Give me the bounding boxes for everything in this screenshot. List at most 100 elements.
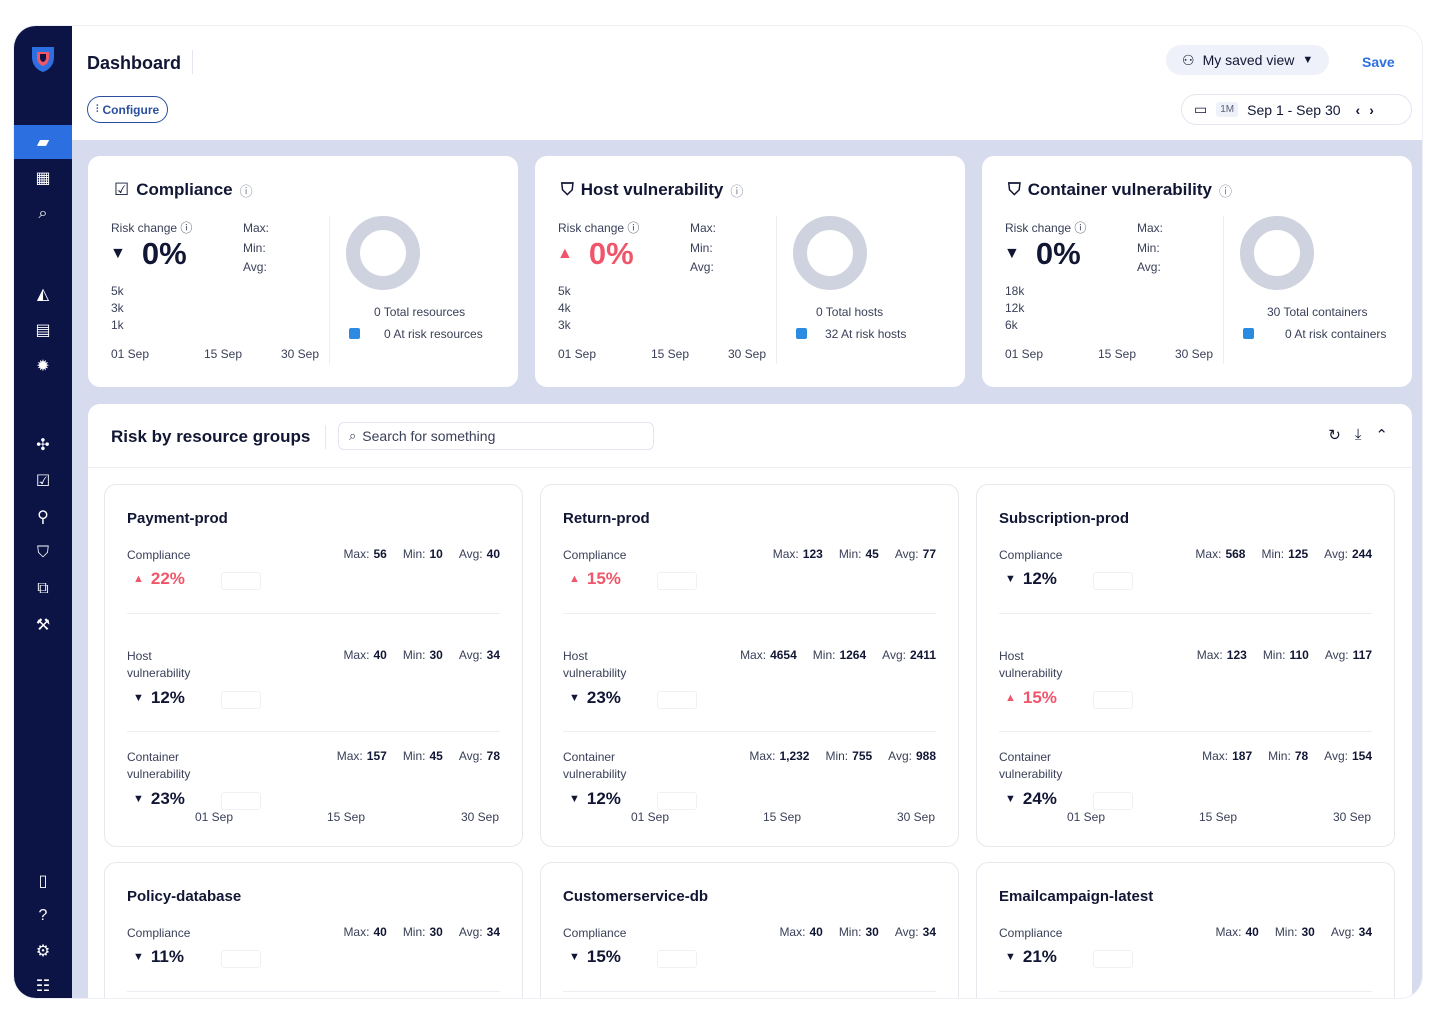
chevron-left-icon[interactable]: ‹ [1355, 101, 1361, 118]
divider [192, 50, 193, 74]
x-tick: 15 Sep [763, 810, 802, 824]
chevron-right-icon[interactable]: › [1369, 101, 1374, 118]
resource-group-card[interactable]: Customerservice-db Compliance Max: 40 Min… [540, 862, 959, 998]
terminal-nav[interactable]: ▤ [14, 313, 72, 347]
max-stat: Max: 40 [779, 925, 823, 939]
docs-nav[interactable]: ▯ [14, 864, 72, 898]
donut-chart [346, 216, 420, 290]
info-icon[interactable]: ⓘ [1074, 221, 1087, 235]
metric-change: ▲ 15% [1005, 688, 1057, 708]
metric-percent: 12% [1022, 569, 1057, 588]
panel-header: Risk by resource groups ⌕ Search for som… [88, 404, 1412, 468]
max-stat: Max: 40 [1215, 925, 1259, 939]
shield-nav[interactable]: ⛉ [14, 536, 72, 570]
avg-stat: Avg: 77 [894, 547, 936, 561]
network-icon: ✣ [36, 437, 50, 454]
summary-card: ☑ Compliance ⓘ Risk change ⓘ ▼ 0% Max: Min… [88, 156, 518, 387]
resource-group-card[interactable]: Subscription-prod Compliance Max: 568 Min… [976, 484, 1395, 847]
reports-nav[interactable]: ☷ [14, 969, 72, 998]
legend-swatch [1243, 328, 1254, 339]
info-icon[interactable]: ⓘ [627, 221, 640, 235]
metric-change: ▼ 15% [569, 947, 621, 967]
resource-group-card[interactable]: Policy-database Compliance Max: 40 Min: 30… [104, 862, 523, 998]
remediation-nav[interactable]: ⚒ [14, 608, 72, 642]
alerts-icon: ◭ [36, 286, 50, 303]
sparkline [221, 572, 261, 590]
min-label: Min: [243, 240, 266, 255]
trend-arrow-icon: ▼ [569, 793, 580, 805]
min-label: Min: [690, 240, 713, 255]
sparkline [221, 950, 261, 968]
metric-label: Compliance [563, 548, 627, 562]
search-nav[interactable]: ⌕ [14, 197, 72, 231]
network-nav[interactable]: ✣ [14, 428, 72, 462]
dashboard-icon: ▰ [36, 134, 50, 151]
search-placeholder: Search for something [362, 428, 496, 444]
sparkline [657, 950, 697, 968]
min-stat: Min: 10 [402, 547, 443, 561]
x-tick: 01 Sep [195, 810, 234, 824]
code-nav[interactable]: ⧉ [14, 572, 72, 606]
sparkline [1093, 572, 1133, 590]
search-icon: ⌕ [349, 428, 357, 443]
metric-change: ▼ 12% [1005, 569, 1057, 589]
alerts-nav[interactable]: ◭ [14, 277, 72, 311]
summary-card: ⛉ Host vulnerability ⓘ Risk change ⓘ ▲ 0%… [535, 156, 965, 387]
refresh-icon[interactable]: ↻ [1328, 427, 1341, 444]
help-nav[interactable]: ? [14, 899, 72, 933]
y-tick: 5k [558, 284, 571, 298]
calendar-icon: ▭ [1194, 101, 1208, 117]
divider [563, 613, 936, 614]
stats: Max: Min: Avg: [1137, 219, 1163, 278]
min-stat: Min: 125 [1261, 547, 1309, 561]
download-icon[interactable]: ⤓ [1354, 426, 1362, 443]
metric-change: ▼ 21% [1005, 947, 1057, 967]
info-icon[interactable]: ⓘ [730, 183, 744, 199]
metric-stats: Max: 40 Min: 30 Avg: 34 [250, 925, 500, 939]
trend-arrow-icon: ▼ [1005, 573, 1016, 585]
dashboard-nav[interactable]: ▰ [14, 125, 72, 159]
at-risk-label: 0 At risk containers [1285, 327, 1387, 341]
chevron-down-icon: ▼ [1302, 54, 1314, 66]
metric-percent: 23% [586, 688, 621, 707]
saved-view-label: My saved view [1202, 52, 1295, 68]
collapse-icon[interactable]: ⌃ [1375, 427, 1388, 444]
max-stat: Max: 40 [343, 648, 387, 662]
date-range-picker[interactable]: ▭ 1M Sep 1 - Sep 30 ‹ › [1181, 94, 1412, 125]
max-stat: Max: 1,232 [749, 749, 810, 763]
trend-arrow-icon: ▲ [569, 573, 580, 585]
divider [563, 731, 936, 732]
x-tick: 30 Sep [281, 347, 320, 361]
x-tick: 15 Sep [651, 347, 690, 361]
group-title: Customerservice-db [563, 888, 709, 905]
avg-stat: Avg: 34 [1330, 925, 1372, 939]
settings-gear-icon: ✹ [36, 358, 50, 375]
info-icon[interactable]: ⓘ [239, 183, 253, 199]
configure-button[interactable]: ⫶ Configure [87, 96, 169, 123]
saved-view-dropdown[interactable]: ⚇ My saved view ▼ [1166, 45, 1330, 75]
resource-group-card[interactable]: Return-prod Compliance Max: 123 Min: 45 Av… [540, 484, 959, 847]
brand-logo-icon [32, 47, 54, 72]
settings-nav[interactable]: ⚙ [14, 934, 72, 968]
metric-stats: Max: 40 Min: 30 Avg: 34 [250, 648, 500, 662]
resource-group-card[interactable]: Emailcampaign-latest Compliance Max: 40 M… [976, 862, 1395, 998]
info-icon[interactable]: ⓘ [180, 221, 193, 235]
sparkline [657, 792, 697, 810]
donut-chart [1240, 216, 1314, 290]
settings-gear-nav[interactable]: ✹ [14, 349, 72, 383]
x-tick: 01 Sep [558, 347, 597, 361]
y-tick: 12k [1005, 301, 1025, 315]
resource-group-card[interactable]: Payment-prod Compliance Max: 56 Min: 10 Av… [104, 484, 523, 847]
min-stat: Min: 30 [1274, 925, 1315, 939]
card-title-text: Compliance [136, 180, 233, 199]
info-icon[interactable]: ⓘ [1218, 183, 1232, 199]
save-button[interactable]: Save [1362, 54, 1395, 70]
compliance-nav[interactable]: ☑ [14, 464, 72, 498]
apps-nav[interactable]: ▦ [14, 161, 72, 195]
metric-label: Compliance [999, 548, 1063, 562]
metric-change: ▼ 24% [1005, 789, 1057, 809]
search-input[interactable]: ⌕ Search for something [338, 422, 654, 450]
max-label: Max: [243, 221, 270, 235]
max-stat: Max: 56 [343, 547, 387, 561]
identity-nav[interactable]: ⚲ [14, 500, 72, 534]
